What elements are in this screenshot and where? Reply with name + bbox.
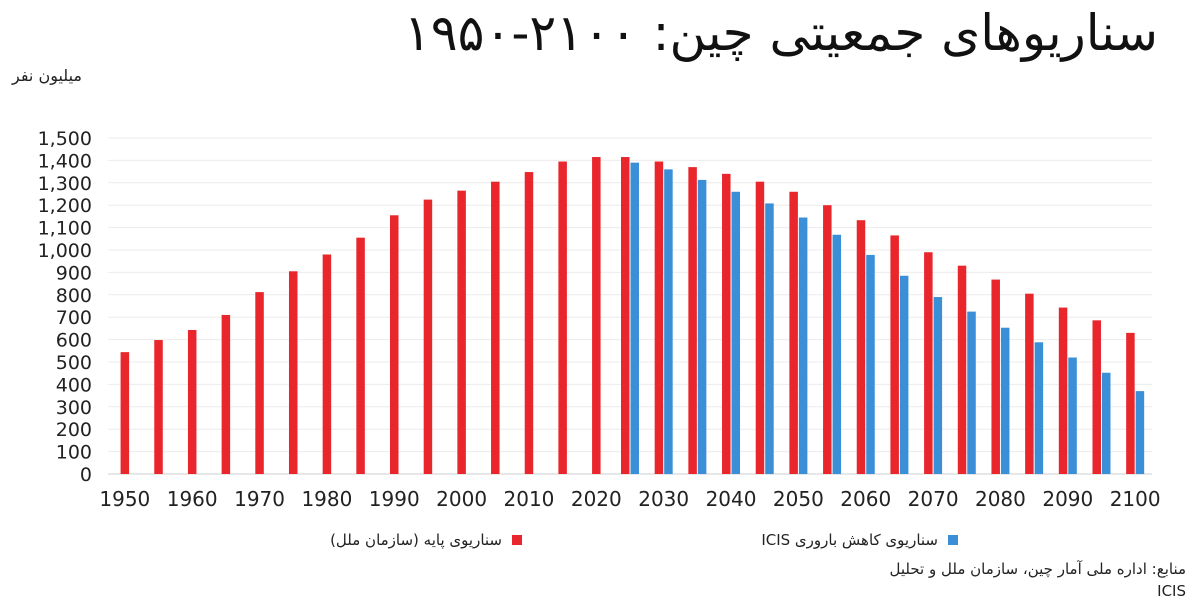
x-tick-label: 2000	[436, 487, 487, 511]
y-tick-label: 700	[56, 307, 92, 329]
bar-icis-2060	[866, 254, 875, 474]
bar-base-1965	[221, 314, 231, 474]
bar-icis-2085	[1034, 342, 1044, 474]
y-tick-label: 1,300	[38, 173, 92, 195]
bar-base-2025	[621, 157, 630, 475]
bar-base-2060	[856, 220, 866, 474]
bar-base-2000	[457, 190, 466, 474]
y-tick-label: 1,400	[38, 150, 92, 172]
bar-base-2010	[524, 172, 534, 474]
bar-icis-2040	[731, 191, 741, 474]
source-line-1: منابع: اداره ملی آمار چین، سازمان ملل و …	[889, 560, 1187, 578]
bar-base-2055	[823, 205, 832, 474]
bar-icis-2090	[1068, 357, 1077, 474]
y-tick-label: 1,100	[38, 218, 92, 240]
x-tick-label: 1960	[167, 487, 218, 511]
x-tick-label: 2070	[908, 487, 959, 511]
y-tick-label: 1,200	[38, 195, 92, 217]
y-tick-label: 600	[56, 330, 92, 352]
chart-title: سناریوهای جمعیتی چین: ۲۱۰۰-۱۹۵۰	[403, 4, 1158, 62]
bar-icis-2055	[832, 234, 842, 474]
bar-base-1970	[255, 292, 264, 474]
legend-label-icis: سناریوی کاهش باروری ICIS	[761, 531, 938, 549]
legend-label-base: سناریوی پایه (سازمان ملل)	[330, 531, 502, 549]
x-tick-label: 2020	[571, 487, 622, 511]
bar-base-2085	[1025, 293, 1034, 474]
bar-icis-2095	[1101, 372, 1111, 474]
y-tick-label: 400	[56, 374, 92, 396]
x-tick-label: 1970	[234, 487, 285, 511]
legend-item-base: سناریوی پایه (سازمان ملل)	[330, 528, 522, 552]
bar-icis-2025	[630, 162, 639, 474]
bar-base-1950	[120, 352, 130, 474]
bar-base-2080	[991, 279, 1000, 474]
bar-base-1960	[187, 329, 197, 474]
y-tick-label: 1,500	[38, 128, 92, 150]
bar-icis-2035	[697, 179, 707, 474]
grid-lines	[108, 137, 1152, 475]
x-axis-ticks: 1950 1960 1970 1980 1990 2000 2010 2020 2030 2040…	[99, 487, 1160, 511]
y-tick-label: 300	[56, 397, 92, 419]
bar-icis-2045	[765, 203, 774, 474]
y-tick-label: 0	[80, 464, 92, 486]
x-tick-label: 1980	[301, 487, 352, 511]
x-tick-label: 2060	[840, 487, 891, 511]
bar-icis-2075	[967, 311, 976, 474]
source-line-2: ICIS	[1157, 582, 1186, 600]
bar-base-2040	[722, 173, 731, 474]
bar-base-2030	[654, 161, 664, 474]
bar-base-1995	[423, 199, 433, 474]
bar-base-1955	[154, 340, 163, 474]
bar-icis-2030	[664, 169, 673, 475]
x-tick-label: 2080	[975, 487, 1026, 511]
x-tick-label: 2010	[504, 487, 555, 511]
bar-base-2095	[1092, 320, 1101, 474]
bar-icis-2080	[1000, 327, 1010, 474]
bar-base-2065	[890, 235, 899, 474]
x-tick-label: 2040	[706, 487, 757, 511]
bar-base-2075	[957, 265, 967, 474]
legend-swatch-icis	[948, 535, 958, 545]
bar-base-2045	[755, 181, 765, 474]
bar-base-2090	[1058, 307, 1068, 474]
x-tick-label: 2050	[773, 487, 824, 511]
bar-icis-2065	[899, 275, 909, 474]
bar-base-2100	[1126, 332, 1135, 474]
y-tick-label: 800	[56, 285, 92, 307]
bar-base-2035	[688, 167, 697, 474]
bar-base-1990	[390, 215, 399, 474]
bar-icis-2100	[1135, 391, 1145, 474]
y-axis-ticks: 01002003004005006007008009001,0001,1001,…	[38, 128, 92, 486]
legend-swatch-base	[512, 535, 522, 545]
y-tick-label: 900	[56, 262, 92, 284]
bar-icis-2070	[933, 297, 943, 474]
bar-base-2015	[558, 161, 567, 474]
legend-item-icis: سناریوی کاهش باروری ICIS	[761, 528, 958, 552]
bar-base-1980	[322, 254, 332, 474]
x-tick-label: 2030	[638, 487, 689, 511]
y-axis-unit-label: میلیون نفر	[12, 66, 82, 85]
bar-icis-2050	[798, 217, 808, 474]
bar-base-1975	[288, 271, 298, 474]
y-tick-label: 100	[56, 442, 92, 464]
y-tick-label: 200	[56, 419, 92, 441]
x-tick-label: 1990	[369, 487, 420, 511]
bar-base-2050	[789, 191, 798, 474]
bars	[120, 157, 1145, 475]
bar-base-2020	[592, 157, 601, 475]
y-tick-label: 500	[56, 352, 92, 374]
bar-base-2005	[491, 181, 500, 474]
x-tick-label: 2090	[1042, 487, 1093, 511]
source-note: منابع: اداره ملی آمار چین، سازمان ملل و …	[626, 558, 1187, 602]
x-tick-label: 1950	[99, 487, 150, 511]
bar-base-2070	[924, 252, 933, 474]
bar-base-1985	[356, 237, 365, 474]
x-tick-label: 2100	[1110, 487, 1161, 511]
y-tick-label: 1,000	[38, 240, 92, 262]
